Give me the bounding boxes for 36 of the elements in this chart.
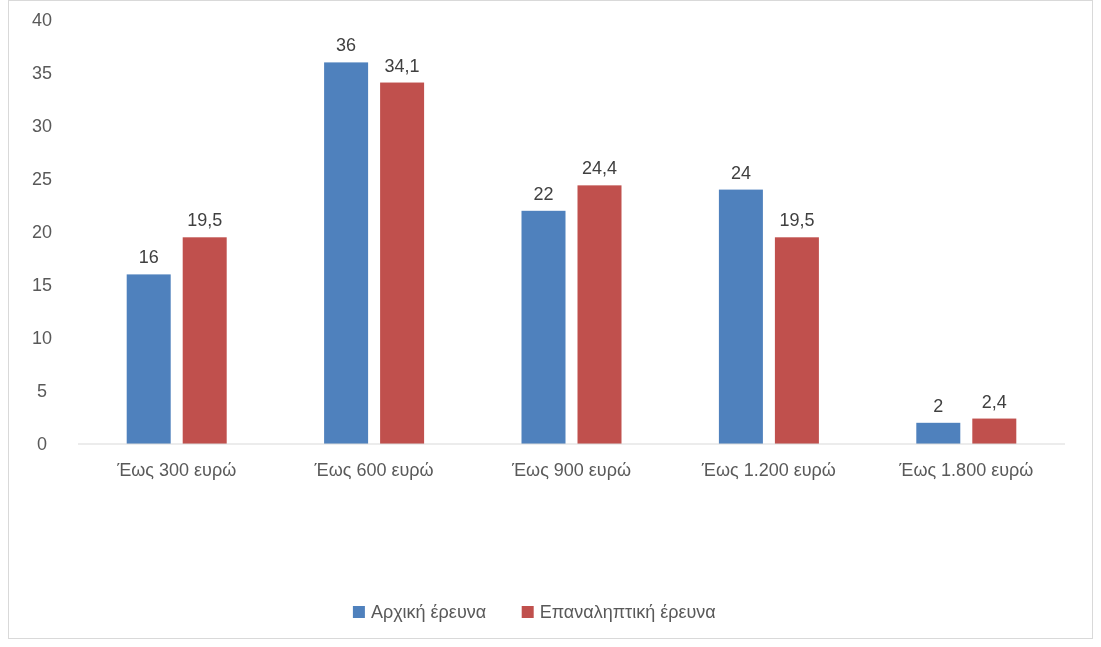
bar bbox=[916, 422, 961, 444]
y-tick-label: 40 bbox=[31, 10, 53, 31]
x-tick-label: Έως 1.200 ευρώ bbox=[700, 460, 836, 480]
y-tick-label: 15 bbox=[31, 275, 53, 296]
bar bbox=[380, 82, 425, 444]
y-tick-label: 30 bbox=[31, 116, 53, 137]
data-label: 2,4 bbox=[981, 391, 1007, 412]
bar bbox=[577, 185, 622, 444]
bar bbox=[521, 210, 566, 444]
bar bbox=[972, 418, 1017, 444]
x-tick-label: Έως 1.800 ευρώ bbox=[898, 460, 1034, 480]
bar bbox=[126, 274, 171, 444]
x-tick-label: Έως 600 ευρώ bbox=[313, 460, 434, 480]
data-label: 36 bbox=[336, 35, 357, 56]
bar bbox=[182, 237, 227, 444]
bar bbox=[324, 62, 369, 444]
data-label: 24 bbox=[730, 162, 751, 183]
data-label: 16 bbox=[138, 247, 159, 268]
data-label: 2 bbox=[933, 395, 944, 416]
data-label: 22 bbox=[533, 183, 554, 204]
y-tick-label: 20 bbox=[31, 222, 53, 243]
legend-label: Αρχική έρευνα bbox=[370, 602, 487, 623]
y-tick-label: 35 bbox=[31, 63, 53, 84]
data-label: 19,5 bbox=[779, 210, 815, 231]
x-tick-label: Έως 900 ευρώ bbox=[510, 460, 632, 480]
data-label: 34,1 bbox=[384, 55, 420, 76]
bar bbox=[774, 237, 819, 444]
y-tick-label: 10 bbox=[31, 328, 53, 349]
data-label: 19,5 bbox=[187, 210, 223, 231]
y-tick-label: 5 bbox=[36, 381, 48, 402]
y-tick-label: 0 bbox=[36, 434, 48, 455]
x-tick-label: Έως 300 ευρώ bbox=[116, 460, 237, 480]
data-label: 24,4 bbox=[581, 158, 618, 179]
bar bbox=[718, 189, 763, 444]
legend-label: Επαναληπτική έρευνα bbox=[539, 602, 716, 623]
y-tick-label: 25 bbox=[31, 169, 53, 190]
